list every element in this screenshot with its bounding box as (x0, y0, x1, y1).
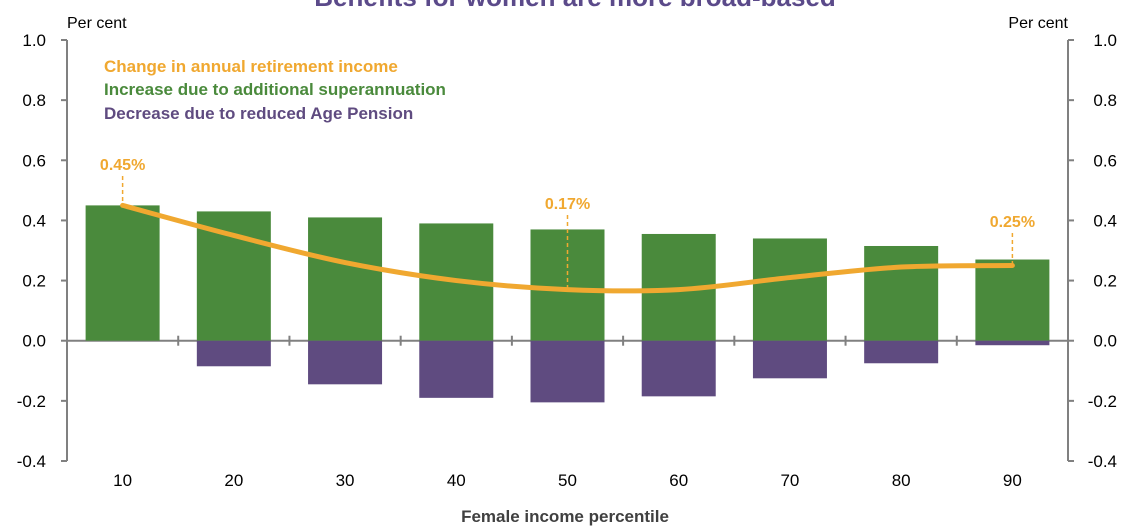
bar-super (308, 217, 383, 341)
right-unit-label: Per cent (1008, 15, 1068, 32)
left-y-tick-label: 0.4 (22, 211, 46, 230)
bar-super (975, 259, 1050, 341)
line-change-retirement-income (120, 202, 1015, 294)
right-y-tick-label: 1.0 (1093, 31, 1117, 50)
legend-entry-super: Increase due to additional superannuatio… (104, 80, 446, 99)
right-y-tick-label: 0.2 (1093, 272, 1117, 291)
bar-pension (975, 340, 1050, 346)
right-y-tick-label: -0.4 (1088, 452, 1117, 471)
x-tick-label: 70 (780, 471, 799, 490)
right-y-tick-label: 0.0 (1093, 332, 1117, 351)
x-tick-label: 90 (1003, 471, 1022, 490)
x-axis-title: Female income percentile (461, 507, 669, 526)
left-y-tick-label: -0.4 (17, 452, 46, 471)
bars (85, 205, 1050, 403)
x-tick-label: 50 (558, 471, 577, 490)
x-tick-label: 80 (892, 471, 911, 490)
bar-super (864, 245, 939, 341)
legend-entry-line: Change in annual retirement income (104, 57, 398, 76)
bar-pension (641, 340, 716, 397)
bar-pension (419, 340, 494, 398)
annotation-label: 0.17% (545, 196, 590, 213)
left-y-tick-label: 0.2 (22, 272, 46, 291)
right-y-tick-label: -0.2 (1088, 392, 1117, 411)
bar-super (752, 238, 827, 341)
bar-super (85, 205, 160, 341)
left-y-tick-label: 0.8 (22, 91, 46, 110)
x-tick-label: 60 (669, 471, 688, 490)
left-y-tick-label: 1.0 (22, 31, 46, 50)
bar-pension (308, 340, 383, 385)
x-tick-label: 40 (447, 471, 466, 490)
right-y-tick-label: 0.8 (1093, 91, 1117, 110)
legend-entry-pension: Decrease due to reduced Age Pension (104, 104, 413, 123)
chart-title: Benefits for women are more broad-based (314, 0, 836, 12)
left-y-tick-label: 0.0 (22, 332, 46, 351)
bar-pension (530, 340, 605, 403)
annotation-label: 0.25% (990, 214, 1035, 231)
line-layer (120, 202, 1015, 294)
bar-pension (752, 340, 827, 379)
x-tick-label: 30 (336, 471, 355, 490)
left-y-tick-label: -0.2 (17, 392, 46, 411)
bar-pension (196, 340, 271, 367)
x-tick-label: 20 (224, 471, 243, 490)
bar-pension (864, 340, 939, 364)
left-unit-label: Per cent (67, 15, 127, 32)
right-y-tick-label: 0.6 (1093, 151, 1117, 170)
legend: Change in annual retirement income Incre… (104, 57, 446, 123)
left-y-tick-label: 0.6 (22, 151, 46, 170)
right-y-tick-label: 0.4 (1093, 211, 1117, 230)
annotation-label: 0.45% (100, 157, 145, 174)
labels-layer: 0.45% 0.17% 0.25% (100, 157, 1035, 290)
x-tick-label: 10 (113, 471, 132, 490)
